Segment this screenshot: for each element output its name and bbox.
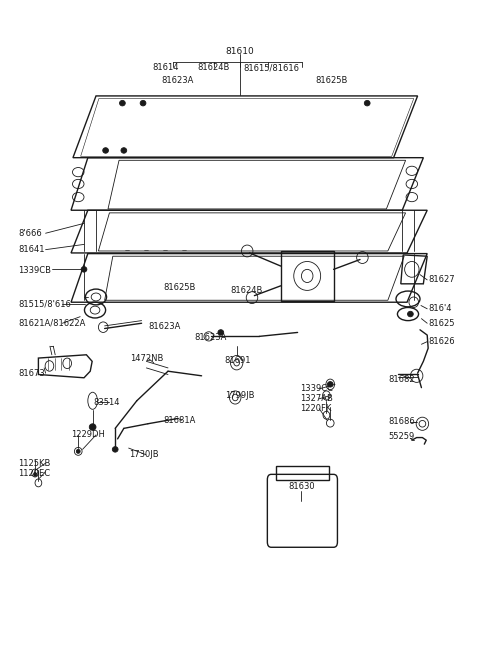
Text: 81625B: 81625B [163, 283, 195, 292]
Text: 81615/81616: 81615/81616 [243, 63, 299, 72]
Text: 1220FK: 1220FK [300, 404, 332, 413]
Text: 81691: 81691 [225, 355, 251, 365]
Ellipse shape [89, 424, 96, 430]
Text: 81626: 81626 [428, 337, 455, 346]
Ellipse shape [81, 267, 87, 272]
Text: 81515/8'616: 81515/8'616 [18, 299, 71, 308]
Text: 1129EC: 1129EC [18, 468, 50, 478]
Ellipse shape [218, 330, 224, 335]
Text: 81625: 81625 [428, 319, 455, 328]
Ellipse shape [103, 148, 108, 153]
Text: 1229DH: 1229DH [71, 430, 105, 440]
Text: 81624B: 81624B [197, 63, 230, 72]
Text: 81621A/81622A: 81621A/81622A [18, 319, 85, 328]
Text: 83514: 83514 [94, 397, 120, 407]
Text: 81614: 81614 [152, 63, 179, 72]
Text: 81641: 81641 [18, 245, 45, 254]
Text: 81624B: 81624B [230, 286, 263, 295]
Text: 1327AB: 1327AB [300, 394, 333, 403]
Text: 81627: 81627 [428, 275, 455, 284]
Text: 816'4: 816'4 [428, 304, 452, 313]
Text: 81623A: 81623A [194, 333, 227, 342]
Ellipse shape [76, 449, 80, 453]
Text: 1125KB: 1125KB [18, 459, 50, 468]
Text: 55259: 55259 [389, 432, 415, 442]
Ellipse shape [112, 447, 118, 452]
Text: 81623A: 81623A [161, 76, 194, 85]
Ellipse shape [327, 382, 333, 387]
Text: 81682: 81682 [389, 374, 415, 384]
Text: 8'666: 8'666 [18, 229, 42, 238]
Ellipse shape [121, 148, 127, 153]
Text: 81630: 81630 [288, 482, 315, 491]
Ellipse shape [364, 101, 370, 106]
Text: 1339CC: 1339CC [300, 384, 334, 394]
Ellipse shape [34, 472, 36, 476]
Text: 1730JB: 1730JB [129, 450, 158, 459]
Text: 81625B: 81625B [315, 76, 348, 85]
Text: 81681A: 81681A [163, 416, 195, 425]
Ellipse shape [120, 101, 125, 106]
Ellipse shape [140, 101, 146, 106]
Text: 1472NB: 1472NB [130, 353, 163, 363]
Ellipse shape [408, 311, 413, 317]
Text: 81673: 81673 [18, 369, 45, 378]
Text: 81686: 81686 [389, 417, 416, 426]
Text: 1339CB: 1339CB [18, 266, 51, 275]
Text: 81623A: 81623A [149, 322, 181, 331]
Bar [281, 251, 334, 301]
Text: 1799JB: 1799JB [225, 391, 254, 400]
Text: 81610: 81610 [226, 47, 254, 56]
